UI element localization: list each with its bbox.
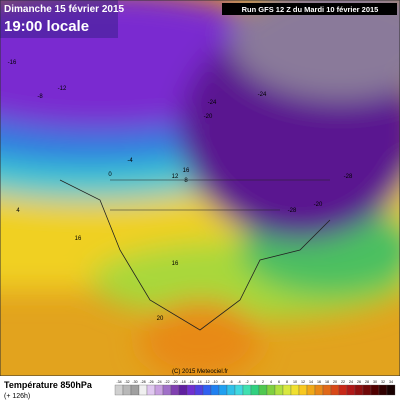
contour-label: 16 xyxy=(75,236,82,242)
contour-label: -4 xyxy=(127,158,133,164)
valid-date: Dimanche 15 février 2015 xyxy=(4,4,125,15)
scale-label: 0 xyxy=(254,380,256,384)
scale-swatch xyxy=(130,384,140,396)
contour-label: -24 xyxy=(208,100,217,106)
scale-label: -22 xyxy=(164,380,169,384)
scale-swatch xyxy=(370,384,380,396)
scale-label: 30 xyxy=(373,380,377,384)
scale-label: 2 xyxy=(262,380,264,384)
scale-swatch xyxy=(202,384,212,396)
scale-label: 12 xyxy=(301,380,305,384)
scale-swatch xyxy=(298,384,308,396)
contour-label: 4 xyxy=(16,208,20,214)
scale-label: 4 xyxy=(270,380,272,384)
scale-label: -16 xyxy=(188,380,193,384)
scale-label: -28 xyxy=(140,380,145,384)
scale-label: 6 xyxy=(278,380,280,384)
scale-swatch xyxy=(250,384,260,396)
run-info: Run GFS 12 Z du Mardi 10 février 2015 xyxy=(242,5,379,14)
scale-swatch xyxy=(338,384,348,396)
scale-swatch xyxy=(242,384,252,396)
color-scale: -34 -32 -30 -28 -26 -24 -22 -20 -18 -16 -14 -12 -10-… xyxy=(114,380,396,396)
scale-swatch xyxy=(194,384,204,396)
lead-time: (+ 126h) xyxy=(4,393,30,400)
scale-swatch xyxy=(146,384,156,396)
scale-swatch xyxy=(218,384,228,396)
contour-label: -12 xyxy=(58,86,67,92)
scale-label: 14 xyxy=(309,380,313,384)
map xyxy=(0,0,400,376)
scale-label: -4 xyxy=(237,380,240,384)
contour-label: -24 xyxy=(258,92,267,98)
scale-swatch xyxy=(346,384,356,396)
scale-swatch xyxy=(178,384,188,396)
scale-label: -26 xyxy=(148,380,153,384)
scale-swatch xyxy=(154,384,164,396)
scale-swatch xyxy=(170,384,180,396)
scale-swatch xyxy=(314,384,324,396)
scale-swatch xyxy=(234,384,244,396)
scale-label: 26 xyxy=(357,380,361,384)
scale-label: -30 xyxy=(132,380,137,384)
scale-swatch xyxy=(162,384,172,396)
scale-label: -10 xyxy=(212,380,217,384)
contour-label: 8 xyxy=(184,178,188,184)
scale-label: 16 xyxy=(317,380,321,384)
scale-label: 18 xyxy=(325,380,329,384)
scale-swatch xyxy=(258,384,268,396)
scale-swatch xyxy=(186,384,196,396)
scale-swatch xyxy=(114,384,124,396)
scale-swatch xyxy=(330,384,340,396)
scale-swatch xyxy=(210,384,220,396)
contour-label: -16 xyxy=(8,60,17,66)
scale-label: -24 xyxy=(156,380,161,384)
scale-swatch xyxy=(122,384,132,396)
contour-label: 16 xyxy=(183,168,190,174)
scale-label: 32 xyxy=(381,380,385,384)
scale-swatch xyxy=(274,384,284,396)
scale-label: -12 xyxy=(204,380,209,384)
copyright: (C) 2015 Meteociel.fr xyxy=(172,369,228,375)
scale-label: 10 xyxy=(293,380,297,384)
scale-swatch xyxy=(362,384,372,396)
scale-label: -6 xyxy=(229,380,232,384)
valid-time: 19:00 locale xyxy=(4,18,89,35)
scale-swatch xyxy=(138,384,148,396)
contour-label: -28 xyxy=(344,174,353,180)
scale-swatch xyxy=(378,384,388,396)
contour-label: -28 xyxy=(288,208,297,214)
contour-label: -20 xyxy=(314,202,323,208)
scale-swatch xyxy=(290,384,300,396)
scale-label: 28 xyxy=(365,380,369,384)
contour-label: 12 xyxy=(172,174,179,180)
scale-label: -2 xyxy=(245,380,248,384)
scale-label: 20 xyxy=(333,380,337,384)
scale-swatch xyxy=(226,384,236,396)
scale-label: -8 xyxy=(221,380,224,384)
scale-label: -18 xyxy=(180,380,185,384)
scale-label: 34 xyxy=(389,380,393,384)
scale-swatch xyxy=(306,384,316,396)
scale-label: -14 xyxy=(196,380,201,384)
scale-swatch xyxy=(266,384,276,396)
scale-swatch xyxy=(322,384,332,396)
contour-label: 0 xyxy=(108,172,112,178)
scale-label: 24 xyxy=(349,380,353,384)
scale-label: 22 xyxy=(341,380,345,384)
contour-label: -8 xyxy=(37,94,43,100)
contour-labels: -16 -12 -8 -20 -24 -24 -28 -20 -28 -4 0 12 16 8 16 4 16 2… xyxy=(8,60,353,322)
scale-swatch xyxy=(386,384,396,396)
scale-label: -34 xyxy=(116,380,121,384)
contour-label: 20 xyxy=(157,316,164,322)
scale-swatch xyxy=(354,384,364,396)
contour-label: 16 xyxy=(172,261,179,267)
field-title: Température 850hPa xyxy=(4,380,93,390)
scale-label: -20 xyxy=(172,380,177,384)
scale-swatch xyxy=(282,384,292,396)
scale-label: 8 xyxy=(286,380,288,384)
scale-label: -32 xyxy=(124,380,129,384)
contour-label: -20 xyxy=(204,114,213,120)
